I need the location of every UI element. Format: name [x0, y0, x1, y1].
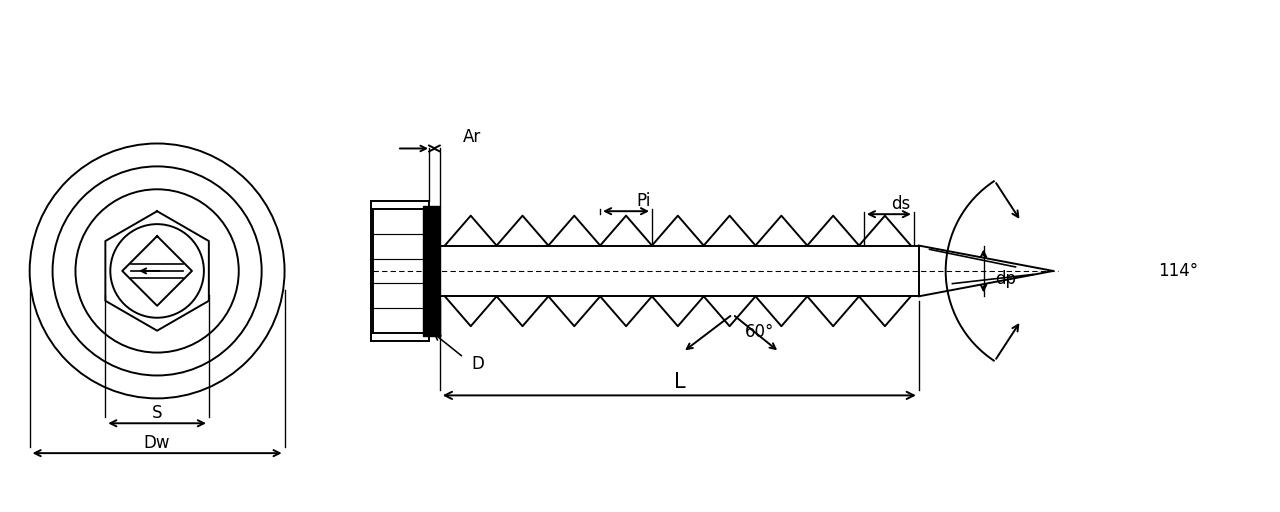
Text: Ar: Ar — [463, 127, 481, 145]
Text: 114°: 114° — [1158, 262, 1198, 280]
Text: Pi: Pi — [636, 192, 652, 210]
Text: L: L — [673, 372, 685, 393]
Text: Dw: Dw — [143, 434, 170, 452]
Text: S: S — [152, 404, 163, 422]
Bar — [422, 206, 440, 336]
Text: ds: ds — [891, 195, 910, 213]
Text: 60°: 60° — [745, 323, 774, 341]
Text: D: D — [472, 354, 485, 373]
Text: dp: dp — [995, 270, 1016, 288]
